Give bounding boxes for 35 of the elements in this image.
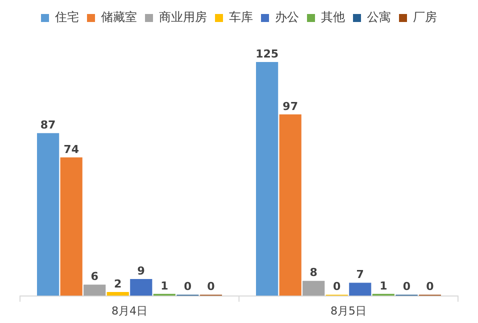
bar	[279, 114, 302, 296]
bar	[302, 280, 325, 296]
bar	[60, 157, 82, 296]
data-label: 7	[356, 268, 364, 282]
bar	[106, 292, 129, 296]
x-tick-label: 8月4日	[112, 304, 148, 318]
data-label: 2	[114, 277, 122, 290]
x-tick-label: 8月5日	[330, 304, 366, 318]
legend-label: 办公	[275, 10, 299, 24]
legend-label: 公寓	[367, 10, 391, 24]
data-label: 0	[402, 280, 411, 294]
data-label: 0	[333, 280, 342, 294]
data-label: 74	[64, 142, 80, 156]
data-label: 125	[256, 47, 279, 60]
data-label: 0	[184, 280, 192, 294]
legend-label: 厂房	[413, 10, 437, 24]
legend-label: 其他	[321, 10, 345, 24]
legend-label: 住宅	[54, 10, 79, 24]
data-label: 97	[282, 100, 298, 113]
data-label: 87	[40, 118, 56, 132]
legend-label: 储藏室	[101, 10, 137, 24]
data-label: 9	[137, 264, 145, 278]
bar	[256, 62, 278, 296]
legend-label: 商业用房	[159, 10, 207, 24]
bar	[130, 278, 152, 296]
legend-label: 车库	[229, 10, 253, 24]
bar	[37, 133, 60, 296]
data-label: 0	[426, 280, 434, 294]
data-label: 8	[310, 266, 318, 280]
data-label: 1	[160, 279, 168, 292]
bar	[84, 284, 106, 296]
data-label: 1	[380, 279, 388, 292]
data-label: 0	[207, 280, 216, 294]
bar	[349, 282, 372, 296]
data-label: 6	[90, 270, 99, 283]
